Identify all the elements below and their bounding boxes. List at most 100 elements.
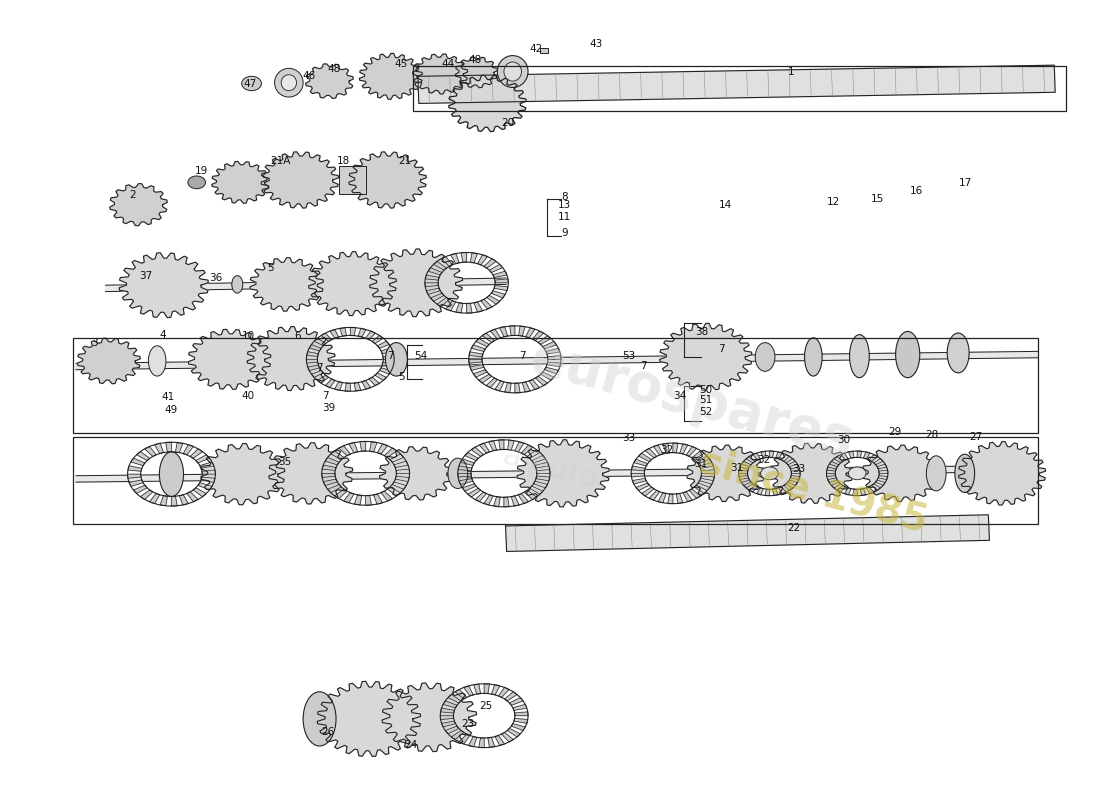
Polygon shape bbox=[845, 488, 851, 494]
Polygon shape bbox=[534, 482, 548, 488]
Polygon shape bbox=[509, 326, 515, 335]
Polygon shape bbox=[412, 54, 468, 94]
Polygon shape bbox=[832, 482, 840, 488]
Polygon shape bbox=[383, 362, 394, 367]
Polygon shape bbox=[540, 372, 554, 380]
Text: 7: 7 bbox=[387, 351, 394, 361]
Polygon shape bbox=[128, 466, 142, 471]
Polygon shape bbox=[857, 451, 861, 458]
Polygon shape bbox=[395, 476, 409, 482]
Polygon shape bbox=[394, 461, 408, 467]
Polygon shape bbox=[110, 184, 167, 226]
Polygon shape bbox=[418, 65, 1055, 103]
Polygon shape bbox=[494, 286, 508, 290]
Polygon shape bbox=[309, 345, 321, 351]
Polygon shape bbox=[701, 476, 714, 481]
Text: 35: 35 bbox=[278, 457, 292, 467]
Polygon shape bbox=[172, 496, 177, 506]
Polygon shape bbox=[448, 694, 461, 703]
Polygon shape bbox=[368, 378, 379, 386]
Polygon shape bbox=[646, 449, 657, 458]
Polygon shape bbox=[512, 724, 525, 730]
Polygon shape bbox=[190, 449, 202, 458]
Text: 37: 37 bbox=[140, 270, 153, 281]
Polygon shape bbox=[632, 478, 646, 484]
Polygon shape bbox=[461, 253, 466, 262]
Polygon shape bbox=[676, 494, 683, 503]
Text: a euro: a euro bbox=[499, 441, 601, 494]
Polygon shape bbox=[461, 459, 474, 466]
Polygon shape bbox=[494, 497, 501, 506]
Polygon shape bbox=[309, 252, 396, 315]
Polygon shape bbox=[470, 365, 484, 370]
Text: 10: 10 bbox=[242, 331, 255, 342]
Polygon shape bbox=[317, 682, 420, 757]
Ellipse shape bbox=[756, 342, 774, 371]
Polygon shape bbox=[350, 327, 355, 335]
Circle shape bbox=[761, 467, 778, 480]
Polygon shape bbox=[469, 737, 476, 746]
Polygon shape bbox=[129, 480, 143, 486]
Text: 31: 31 bbox=[730, 462, 744, 473]
Polygon shape bbox=[326, 379, 336, 387]
Polygon shape bbox=[161, 496, 167, 506]
Polygon shape bbox=[136, 451, 150, 461]
Polygon shape bbox=[322, 474, 335, 478]
Bar bbox=[73, 338, 1038, 434]
Polygon shape bbox=[757, 488, 763, 494]
Circle shape bbox=[188, 176, 206, 189]
Polygon shape bbox=[660, 323, 752, 390]
Polygon shape bbox=[526, 328, 535, 338]
Polygon shape bbox=[375, 373, 386, 381]
Polygon shape bbox=[509, 698, 522, 706]
Polygon shape bbox=[307, 352, 318, 357]
Text: 53: 53 bbox=[623, 351, 636, 361]
Polygon shape bbox=[752, 453, 760, 460]
Text: 1: 1 bbox=[788, 66, 794, 77]
Text: eurospares: eurospares bbox=[525, 332, 860, 468]
Polygon shape bbox=[694, 485, 707, 494]
Polygon shape bbox=[451, 254, 459, 264]
Polygon shape bbox=[430, 293, 444, 302]
Polygon shape bbox=[354, 495, 362, 505]
Polygon shape bbox=[131, 458, 145, 466]
Text: 22: 22 bbox=[786, 522, 800, 533]
Polygon shape bbox=[381, 348, 393, 354]
Ellipse shape bbox=[160, 452, 184, 497]
Polygon shape bbox=[827, 478, 837, 482]
Polygon shape bbox=[382, 683, 476, 752]
Polygon shape bbox=[331, 450, 344, 460]
Polygon shape bbox=[658, 493, 667, 502]
Polygon shape bbox=[547, 362, 561, 366]
Text: 18: 18 bbox=[337, 156, 350, 166]
Polygon shape bbox=[790, 464, 799, 469]
Polygon shape bbox=[184, 445, 194, 455]
Polygon shape bbox=[513, 704, 527, 710]
Polygon shape bbox=[155, 443, 164, 454]
Polygon shape bbox=[826, 474, 836, 477]
Text: 38: 38 bbox=[695, 327, 708, 338]
Polygon shape bbox=[322, 465, 335, 470]
Text: 50: 50 bbox=[700, 385, 713, 394]
Polygon shape bbox=[446, 726, 459, 734]
Polygon shape bbox=[471, 447, 483, 457]
Text: 21: 21 bbox=[398, 156, 411, 166]
Polygon shape bbox=[340, 328, 346, 336]
Text: 30: 30 bbox=[837, 435, 850, 445]
Polygon shape bbox=[860, 489, 866, 495]
Polygon shape bbox=[740, 478, 749, 482]
Polygon shape bbox=[689, 489, 701, 498]
Polygon shape bbox=[504, 497, 509, 507]
Polygon shape bbox=[377, 342, 389, 348]
Text: 48: 48 bbox=[469, 55, 482, 66]
Polygon shape bbox=[198, 482, 212, 490]
Polygon shape bbox=[772, 489, 778, 495]
Text: 16: 16 bbox=[910, 186, 923, 196]
Polygon shape bbox=[521, 445, 532, 454]
Polygon shape bbox=[631, 474, 645, 477]
Polygon shape bbox=[879, 470, 888, 474]
Text: 31: 31 bbox=[694, 458, 707, 469]
Polygon shape bbox=[469, 359, 482, 363]
Polygon shape bbox=[631, 466, 646, 471]
Polygon shape bbox=[518, 494, 528, 503]
